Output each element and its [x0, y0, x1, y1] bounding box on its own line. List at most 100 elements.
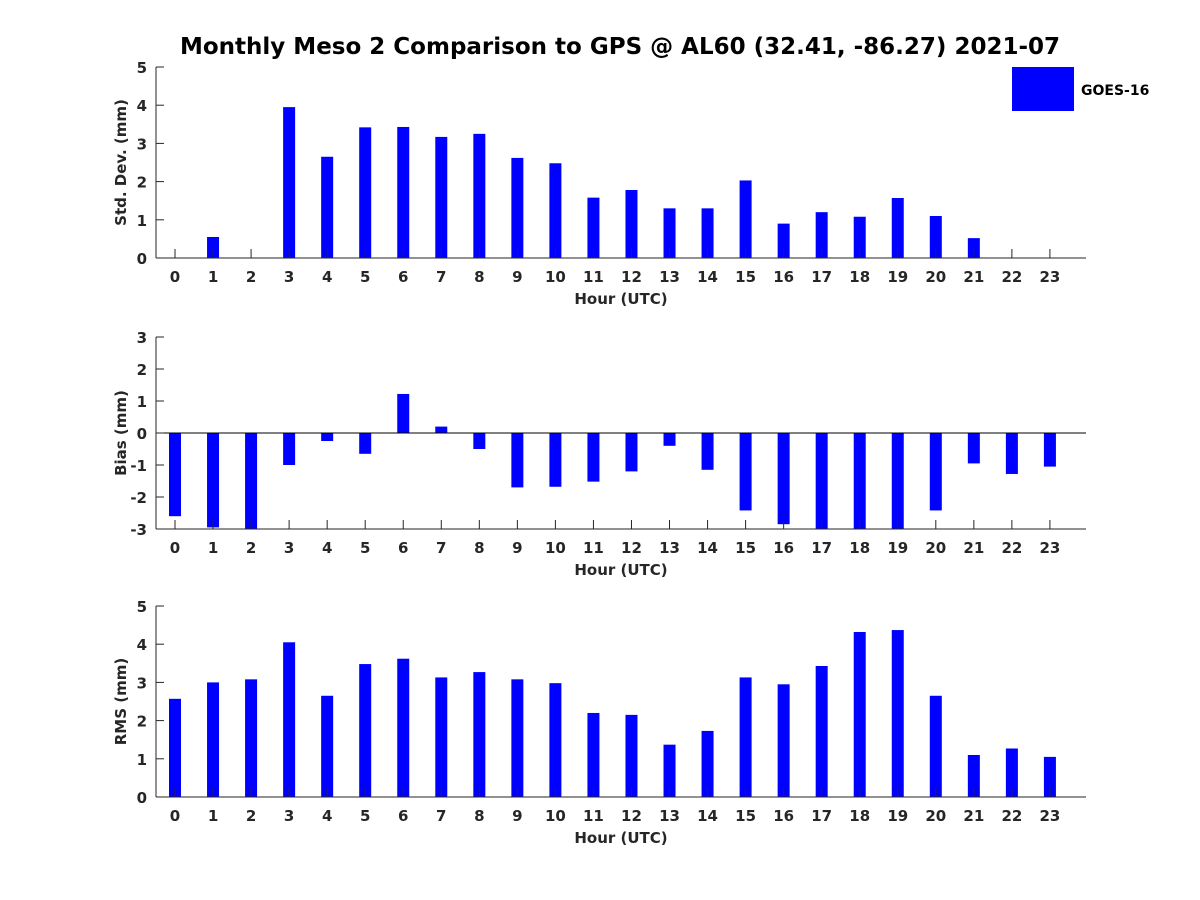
x-tick-label: 1 [208, 807, 218, 825]
x-tick-label: 17 [811, 268, 832, 286]
bar [587, 433, 600, 482]
x-axis-label: Hour (UTC) [574, 561, 667, 579]
x-tick-label: 4 [322, 807, 332, 825]
y-tick-label: 5 [137, 59, 147, 77]
x-tick-label: 11 [583, 268, 604, 286]
x-tick-label: 9 [512, 268, 522, 286]
bar [321, 695, 334, 797]
bar [397, 126, 410, 258]
x-tick-label: 23 [1039, 268, 1060, 286]
x-tick-label: 10 [545, 807, 566, 825]
x-tick-label: 3 [284, 539, 294, 557]
bar [169, 698, 181, 797]
x-axis-label: Hour (UTC) [574, 829, 667, 847]
chart-panel-2: 0 1 2 3 4 5 6 7 8 9 10 11 12 13 14 15 16 17 18 19 20 21 22 23-3… [112, 329, 1086, 579]
x-tick-label: 0 [170, 807, 180, 825]
y-tick-label: 4 [137, 636, 147, 654]
chart-title: Monthly Meso 2 Comparison to GPS @ AL60 … [180, 34, 1060, 60]
y-tick-label: 2 [137, 713, 147, 731]
x-tick-label: 17 [811, 539, 832, 557]
legend-swatch [1012, 67, 1074, 111]
x-tick-label: 17 [811, 807, 832, 825]
bar [207, 433, 220, 528]
x-tick-label: 22 [1001, 268, 1022, 286]
x-tick-label: 15 [735, 539, 756, 557]
y-axis-label: Std. Dev. (mm) [112, 99, 130, 226]
bar [321, 156, 334, 258]
legend: GOES-16 [1012, 67, 1149, 111]
bar [701, 433, 714, 470]
chart-panel-1: 0 1 2 3 4 5 6 7 8 9 10 11 12 13 14 15 16 17 18 19 20 21 22 2301… [112, 59, 1086, 308]
x-tick-label: 4 [322, 539, 332, 557]
bar [321, 433, 334, 441]
y-tick-label: 3 [137, 674, 147, 692]
y-tick-label: 4 [137, 97, 147, 115]
x-tick-label: 15 [735, 807, 756, 825]
x-tick-label: 13 [659, 539, 680, 557]
x-tick-label: 7 [436, 539, 446, 557]
bar [587, 712, 600, 797]
x-tick-label: 0 [170, 539, 180, 557]
x-tick-label: 2 [246, 539, 256, 557]
x-tick-label: 20 [925, 268, 946, 286]
bar [701, 208, 714, 258]
bar [207, 236, 220, 258]
bar [891, 630, 904, 797]
x-tick-label: 19 [887, 807, 908, 825]
bar [1043, 756, 1056, 797]
x-tick-label: 10 [545, 268, 566, 286]
bar [473, 433, 486, 449]
y-tick-label: 3 [137, 135, 147, 153]
bar [929, 433, 942, 511]
bar [663, 433, 676, 446]
bar [473, 672, 486, 797]
bar [283, 107, 296, 258]
x-tick-label: 7 [436, 268, 446, 286]
y-tick-label: 0 [137, 789, 147, 807]
bar [1043, 433, 1056, 467]
bar [1005, 748, 1018, 797]
bar [169, 433, 181, 517]
bar [549, 433, 562, 487]
x-tick-label: 14 [697, 268, 718, 286]
bar [245, 679, 258, 797]
bar [549, 163, 562, 258]
x-tick-label: 6 [398, 268, 408, 286]
x-tick-label: 3 [284, 807, 294, 825]
x-tick-label: 13 [659, 268, 680, 286]
x-tick-label: 14 [697, 539, 718, 557]
y-axis-label: Bias (mm) [112, 390, 130, 476]
y-tick-label: 1 [137, 393, 147, 411]
x-tick-label: 20 [925, 539, 946, 557]
bar [815, 665, 828, 797]
x-tick-label: 8 [474, 539, 484, 557]
y-tick-label: 1 [137, 212, 147, 230]
x-axis-label: Hour (UTC) [574, 290, 667, 308]
x-tick-label: 8 [474, 807, 484, 825]
x-tick-label: 8 [474, 268, 484, 286]
x-tick-label: 20 [925, 807, 946, 825]
bar [853, 631, 866, 797]
y-tick-label: -1 [130, 457, 147, 475]
bar [511, 679, 524, 797]
x-tick-label: 19 [887, 268, 908, 286]
bar [283, 642, 296, 797]
y-tick-label: 0 [137, 425, 147, 443]
y-tick-label: 2 [137, 174, 147, 192]
bar [777, 223, 790, 258]
bar [435, 677, 448, 797]
bar [891, 198, 904, 258]
x-tick-label: 6 [398, 807, 408, 825]
x-tick-label: 22 [1001, 807, 1022, 825]
x-tick-label: 12 [621, 539, 642, 557]
y-tick-label: 0 [137, 250, 147, 268]
x-tick-label: 9 [512, 539, 522, 557]
bar [701, 730, 714, 797]
bar [473, 133, 486, 258]
x-tick-label: 4 [322, 268, 332, 286]
bar [511, 433, 524, 488]
bar [359, 127, 372, 258]
y-tick-label: -2 [130, 489, 147, 507]
y-axis-label: RMS (mm) [112, 658, 130, 745]
bar [739, 433, 752, 511]
